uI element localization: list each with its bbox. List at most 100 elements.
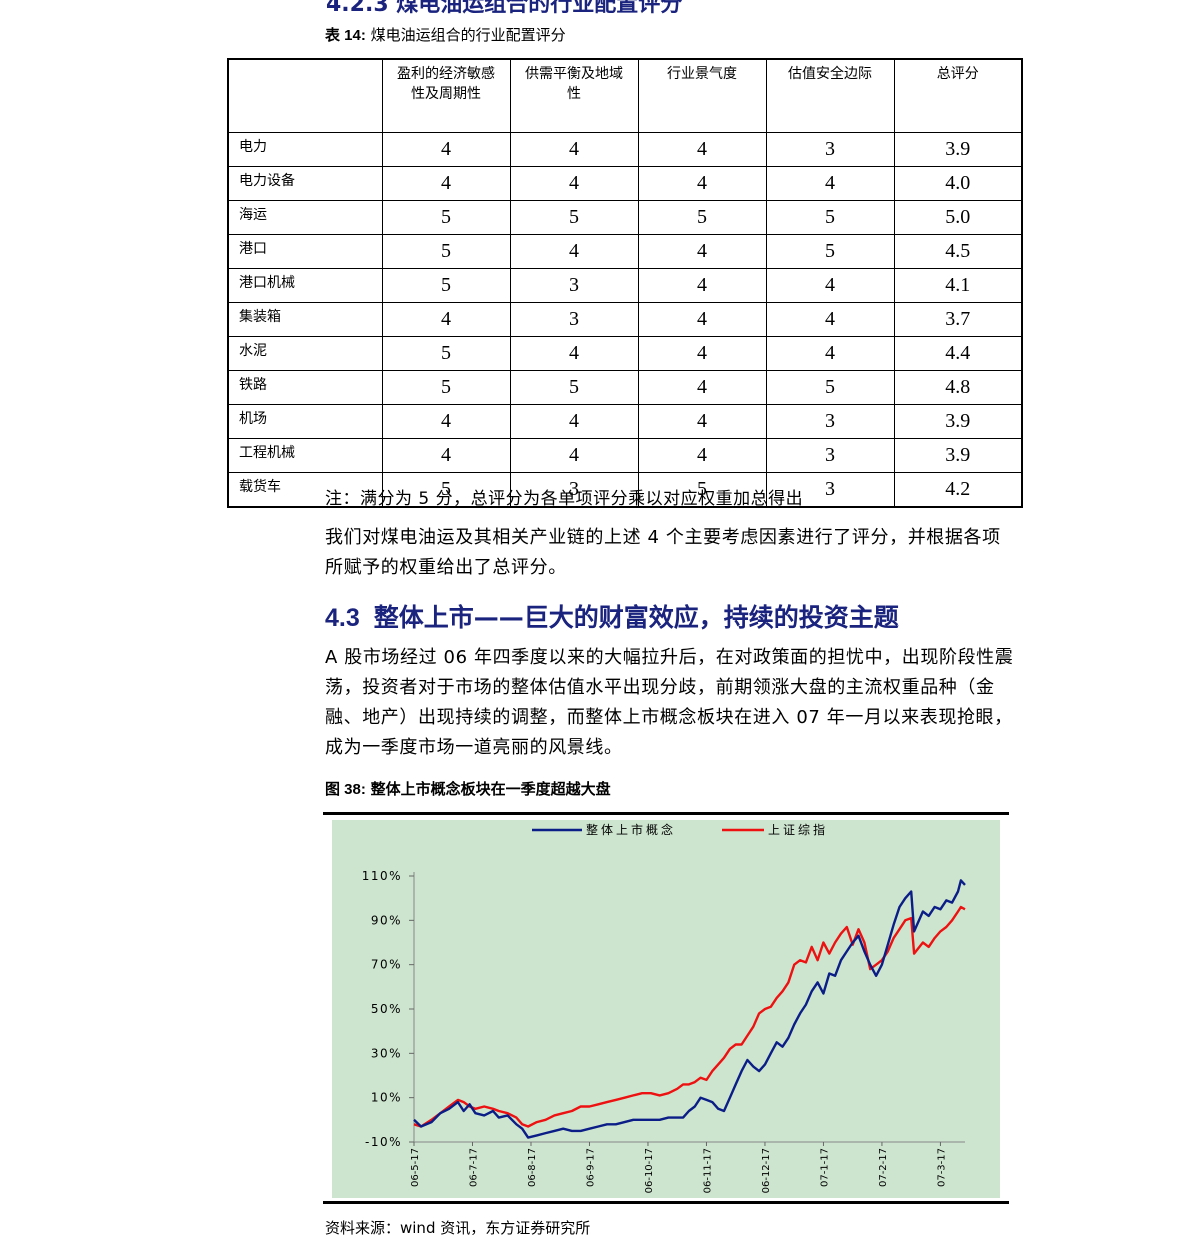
row-industry-name: 水泥	[227, 336, 383, 371]
score-cell: 4	[637, 132, 767, 167]
total-score-cell: 3.9	[893, 404, 1023, 439]
legend-label: 上证综指	[768, 822, 828, 837]
header-cell	[227, 58, 383, 133]
total-score-cell: 4.4	[893, 336, 1023, 371]
section-heading: 4.3 整体上市——巨大的财富效应，持续的投资主题	[325, 598, 899, 634]
x-tick-label: 07-3-17	[936, 1148, 947, 1187]
score-cell: 4	[381, 132, 511, 167]
score-cell: 3	[765, 132, 895, 167]
row-industry-name: 机场	[227, 404, 383, 439]
y-tick-label: 30%	[371, 1046, 402, 1060]
paragraph-market-analysis: A 股市场经过 06 年四季度以来的大幅拉升后，在对政策面的担忧中，出现阶段性震…	[325, 647, 1014, 758]
paragraph-scoring-summary: 我们对煤电油运及其相关产业链的上述 4 个主要考虑因素进行了评分，并根据各项所赋…	[325, 527, 1001, 578]
score-cell: 4	[765, 302, 895, 337]
score-cell: 5	[765, 234, 895, 269]
header-cell: 估值安全边际	[765, 58, 895, 133]
row-industry-name: 电力设备	[227, 166, 383, 201]
total-score-cell: 3.9	[893, 438, 1023, 473]
row-industry-name: 港口	[227, 234, 383, 269]
score-cell: 5	[381, 268, 511, 303]
table-row: 机场 4 4 4 3 3.9	[227, 404, 1023, 439]
table-caption-label: 表 14:	[325, 27, 366, 44]
series-line-index	[413, 905, 966, 1128]
x-tick-label: 06-12-17	[761, 1148, 772, 1193]
table-header-row: 盈利的经济敏感性及周期性 供需平衡及地域性 行业景气度 估值安全边际 总评分	[227, 58, 1023, 133]
chart-background	[332, 820, 1000, 1198]
score-cell: 4	[765, 268, 895, 303]
score-cell: 4	[765, 166, 895, 201]
score-cell: 5	[381, 472, 511, 508]
score-cell: 4	[381, 438, 511, 473]
score-cell: 4	[637, 302, 767, 337]
table-caption-text: 煤电油运组合的行业配置评分	[370, 26, 566, 44]
total-score-cell: 4.0	[893, 166, 1023, 201]
score-cell: 4	[381, 404, 511, 439]
score-cell: 4	[509, 166, 639, 201]
x-tick-label: 06-7-17	[468, 1148, 479, 1187]
score-cell: 3	[765, 438, 895, 473]
row-industry-name: 集装箱	[227, 302, 383, 337]
total-score-cell: 4.1	[893, 268, 1023, 303]
section-number: 4.3	[325, 604, 360, 632]
score-cell: 4	[381, 166, 511, 201]
table-note: 注：满分为 5 分，总评分为各单项评分乘以对应权重加总得出	[325, 489, 804, 509]
score-cell: 4	[637, 404, 767, 439]
score-cell: 4	[509, 438, 639, 473]
score-cell: 3	[765, 404, 895, 439]
total-score-cell: 3.9	[893, 132, 1023, 167]
score-cell: 4	[509, 132, 639, 167]
y-tick-label: 10%	[371, 1091, 402, 1105]
score-cell: 5	[765, 200, 895, 235]
x-tick-label: 06-10-17	[644, 1148, 655, 1193]
score-cell: 3	[509, 268, 639, 303]
score-cell: 5	[765, 370, 895, 405]
x-tick-label: 07-1-17	[819, 1148, 830, 1187]
table-row: 铁路 5 5 4 5 4.8	[227, 370, 1023, 405]
score-cell: 5	[509, 200, 639, 235]
y-tick-label: 90%	[371, 913, 402, 927]
row-industry-name: 港口机械	[227, 268, 383, 303]
score-cell: 3	[765, 472, 895, 508]
series-line-concept	[413, 879, 966, 1139]
table-row: 电力 4 4 4 3 3.9	[227, 132, 1023, 167]
row-industry-name: 电力	[227, 132, 383, 167]
figure-caption: 图 38: 整体上市概念板块在一季度超越大盘	[325, 778, 611, 799]
total-score-cell: 3.7	[893, 302, 1023, 337]
table-row: 水泥 5 4 4 4 4.4	[227, 336, 1023, 371]
industry-score-table: 盈利的经济敏感性及周期性 供需平衡及地域性 行业景气度 估值安全边际 总评分 电…	[227, 58, 1023, 508]
total-score-cell: 4.5	[893, 234, 1023, 269]
score-cell: 5	[637, 200, 767, 235]
table-row: 载货车 5 3 5 3 4.2	[227, 472, 1023, 508]
score-cell: 4	[637, 438, 767, 473]
figure-source: 资料来源：wind 资讯，东方证券研究所	[325, 1219, 591, 1237]
x-tick-label: 06-11-17	[702, 1148, 713, 1193]
table-row: 工程机械 4 4 4 3 3.9	[227, 438, 1023, 473]
header-cell: 盈利的经济敏感性及周期性	[381, 58, 511, 133]
row-industry-name: 工程机械	[227, 438, 383, 473]
score-cell: 5	[381, 370, 511, 405]
row-industry-name: 海运	[227, 200, 383, 235]
score-cell: 5	[381, 336, 511, 371]
score-cell: 5	[381, 200, 511, 235]
total-score-cell: 4.8	[893, 370, 1023, 405]
table-row: 电力设备 4 4 4 4 4.0	[227, 166, 1023, 201]
figure-bottom-rule	[323, 1201, 1009, 1204]
score-cell: 5	[381, 234, 511, 269]
row-industry-name: 载货车	[227, 472, 383, 508]
cut-off-subsection-heading: 4.2.3 煤电油运组合的行业配置评分	[326, 0, 683, 17]
x-tick-label: 07-2-17	[878, 1148, 889, 1187]
legend-label: 整体上市概念	[586, 822, 676, 837]
header-cell: 行业景气度	[637, 58, 767, 133]
score-cell: 4	[637, 336, 767, 371]
line-chart: 整体上市概念 上证综指 -10% 10% 30% 50% 70% 90% 110% 06-5-17…	[332, 820, 1000, 1198]
score-cell: 4	[637, 166, 767, 201]
score-cell: 4	[381, 302, 511, 337]
header-cell: 总评分	[893, 58, 1023, 133]
score-cell: 4	[509, 234, 639, 269]
total-score-cell: 5.0	[893, 200, 1023, 235]
score-cell: 4	[637, 268, 767, 303]
score-cell: 4	[765, 336, 895, 371]
score-cell: 4	[637, 370, 767, 405]
table-row: 集装箱 4 3 4 4 3.7	[227, 302, 1023, 337]
figure-caption-text: 整体上市概念板块在一季度超越大盘	[370, 780, 611, 798]
